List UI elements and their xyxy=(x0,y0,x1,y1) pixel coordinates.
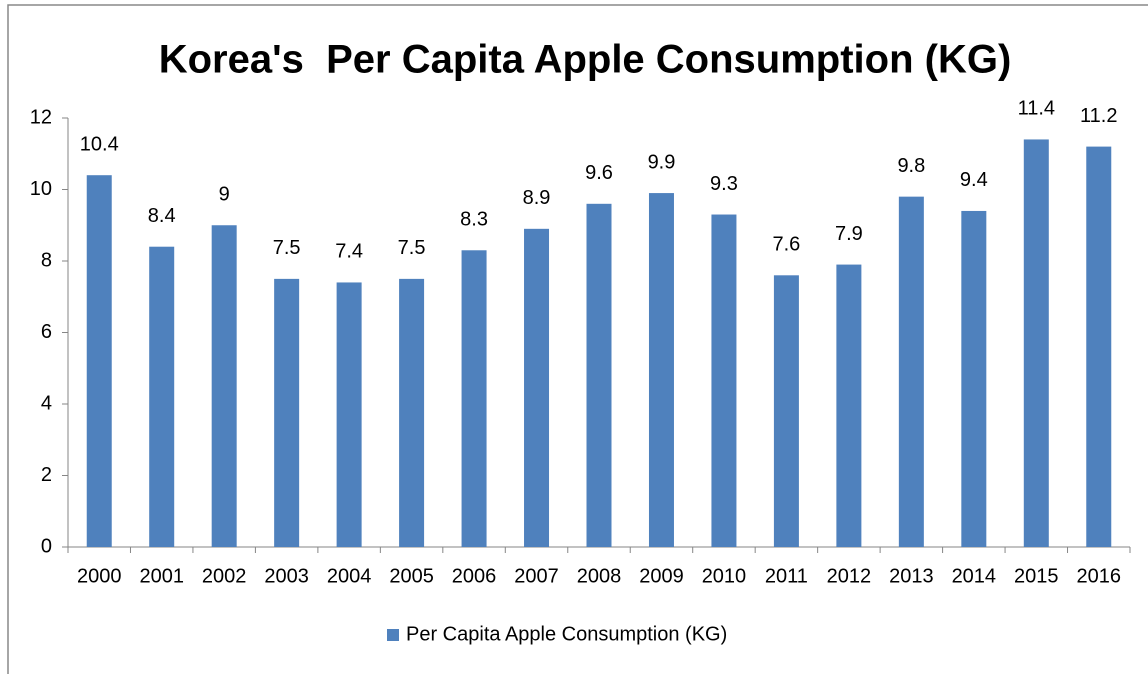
y-tick-label: 0 xyxy=(41,535,52,557)
chart-title: Korea's Per Capita Apple Consumption (KG… xyxy=(159,38,1012,82)
bar xyxy=(461,250,487,547)
y-tick-label: 10 xyxy=(30,178,52,200)
bar xyxy=(586,203,612,548)
x-tick-label: 2010 xyxy=(702,565,747,587)
bar xyxy=(711,214,737,547)
x-tick-label: 2012 xyxy=(827,565,872,587)
bar xyxy=(336,282,362,547)
bar xyxy=(773,275,799,547)
x-tick-label: 2015 xyxy=(1014,565,1059,587)
data-label: 10.4 xyxy=(80,133,119,155)
data-label: 11.4 xyxy=(1018,98,1055,120)
x-tick-label: 2006 xyxy=(452,565,497,587)
bar xyxy=(648,193,674,547)
chart-border xyxy=(7,4,1148,674)
bar xyxy=(399,278,425,547)
data-label: 7.9 xyxy=(835,223,863,245)
data-label: 8.3 xyxy=(460,209,488,231)
data-label: 9.3 xyxy=(710,173,738,195)
bar xyxy=(149,246,175,547)
x-tick-label: 2013 xyxy=(889,565,934,587)
data-label: 9.4 xyxy=(960,169,988,191)
x-tick-label: 2008 xyxy=(577,565,622,587)
x-tick-label: 2004 xyxy=(327,565,372,587)
bar xyxy=(836,264,862,547)
bar xyxy=(211,225,237,547)
y-tick-label: 6 xyxy=(41,321,52,343)
data-label: 7.4 xyxy=(335,241,363,263)
data-label: 9.9 xyxy=(648,151,676,173)
data-label: 9 xyxy=(219,184,230,206)
y-tick-label: 2 xyxy=(41,464,52,486)
legend-label: Per Capita Apple Consumption (KG) xyxy=(406,623,727,645)
x-tick-label: 2001 xyxy=(139,565,184,587)
x-tick-label: 2002 xyxy=(202,565,247,587)
bar xyxy=(1023,139,1049,547)
data-label: 7.5 xyxy=(398,237,426,259)
data-label: 9.8 xyxy=(897,155,925,177)
data-label: 7.5 xyxy=(273,237,301,259)
x-tick-label: 2011 xyxy=(765,565,808,587)
bar xyxy=(524,228,550,547)
bar xyxy=(1086,146,1112,547)
data-label: 8.4 xyxy=(148,205,176,227)
x-tick-label: 2009 xyxy=(639,565,684,587)
x-tick-label: 2007 xyxy=(514,565,559,587)
x-tick-label: 2014 xyxy=(952,565,997,587)
y-tick-label: 12 xyxy=(30,106,52,128)
x-tick-label: 2016 xyxy=(1077,565,1122,587)
y-tick-label: 4 xyxy=(41,392,52,414)
bar xyxy=(961,210,987,547)
x-tick-label: 2005 xyxy=(389,565,434,587)
data-label: 7.6 xyxy=(773,234,801,256)
x-tick-label: 2000 xyxy=(77,565,122,587)
y-tick-label: 8 xyxy=(41,249,52,271)
bar xyxy=(274,278,300,547)
x-tick-label: 2003 xyxy=(264,565,309,587)
data-label: 11.2 xyxy=(1080,105,1117,127)
bar xyxy=(898,196,924,547)
legend-swatch xyxy=(387,629,399,641)
data-label: 8.9 xyxy=(523,187,551,209)
bar xyxy=(86,175,112,547)
data-label: 9.6 xyxy=(585,162,613,184)
